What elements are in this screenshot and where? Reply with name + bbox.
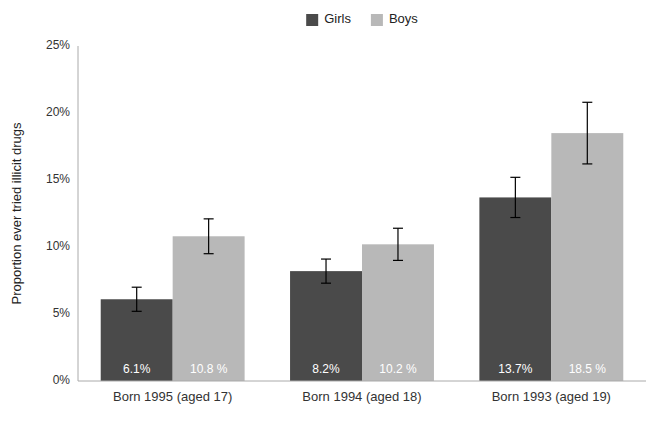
page: {"chart_data": {"type": "bar", "ylabel":… — [0, 0, 666, 425]
bar — [362, 244, 434, 381]
data-label: 8.2% — [312, 362, 340, 376]
data-label: 13.7% — [498, 362, 532, 376]
error-cap — [510, 177, 520, 178]
error-cap — [321, 283, 331, 284]
y-tick-label: 20% — [46, 105, 70, 119]
y-tick-label: 0% — [53, 373, 71, 387]
y-axis-line — [78, 46, 79, 381]
data-label: 18.5 % — [569, 362, 607, 376]
bar — [173, 236, 245, 381]
x-tick-label: Born 1995 (aged 17) — [113, 389, 232, 404]
y-tick-label: 10% — [46, 239, 70, 253]
data-labels: 6.1% 8.2% 13.7% 10.8 % 10.2 % 18.5 % — [123, 362, 606, 376]
legend: Girls Boys — [306, 11, 418, 26]
error-bar — [510, 177, 520, 217]
data-label: 10.8 % — [190, 362, 228, 376]
series-bars — [101, 197, 552, 381]
x-axis: Born 1995 (aged 17) Born 1994 (aged 18) Bo… — [113, 389, 611, 404]
error-bar — [321, 259, 331, 283]
y-tick-label: 25% — [46, 38, 70, 52]
error-stem — [136, 287, 137, 311]
data-label: 10.2 % — [379, 362, 417, 376]
bar — [101, 299, 173, 381]
legend-label: Boys — [389, 11, 418, 26]
error-stem — [587, 102, 588, 164]
y-axis: 0% 5% 10% 15% 20% 25% — [46, 38, 70, 387]
y-axis-label: Proportion ever tried illicit drugs — [9, 122, 24, 305]
error-stem — [208, 219, 209, 254]
error-cap — [393, 228, 403, 229]
error-bars — [132, 177, 521, 311]
legend-swatch — [306, 14, 318, 26]
error-cap — [393, 260, 403, 261]
series-bars — [173, 133, 624, 381]
error-bar — [582, 102, 592, 164]
bar — [551, 133, 623, 381]
error-cap — [204, 253, 214, 254]
error-stem — [515, 177, 516, 217]
error-bar — [204, 219, 214, 254]
error-stem — [397, 228, 398, 260]
plot-area — [101, 102, 624, 381]
data-label: 6.1% — [123, 362, 151, 376]
y-tick-label: 15% — [46, 172, 70, 186]
chart: 0% 5% 10% 15% 20% 25% Proportion ever tried il… — [0, 0, 666, 425]
x-axis-line — [78, 381, 646, 382]
y-tick-label: 5% — [53, 306, 71, 320]
error-cap — [321, 258, 331, 259]
legend-swatch — [371, 14, 383, 26]
error-stem — [325, 259, 326, 283]
bar — [290, 271, 362, 381]
error-cap — [582, 102, 592, 103]
error-cap — [132, 311, 142, 312]
error-cap — [204, 218, 214, 219]
error-cap — [510, 217, 520, 218]
error-bars — [204, 102, 593, 260]
error-bar — [132, 287, 142, 311]
x-tick-label: Born 1993 (aged 19) — [492, 389, 611, 404]
error-cap — [132, 287, 142, 288]
bar — [479, 197, 551, 381]
error-bar — [393, 228, 403, 260]
legend-label: Girls — [324, 11, 351, 26]
x-tick-label: Born 1994 (aged 18) — [302, 389, 421, 404]
error-cap — [582, 163, 592, 164]
